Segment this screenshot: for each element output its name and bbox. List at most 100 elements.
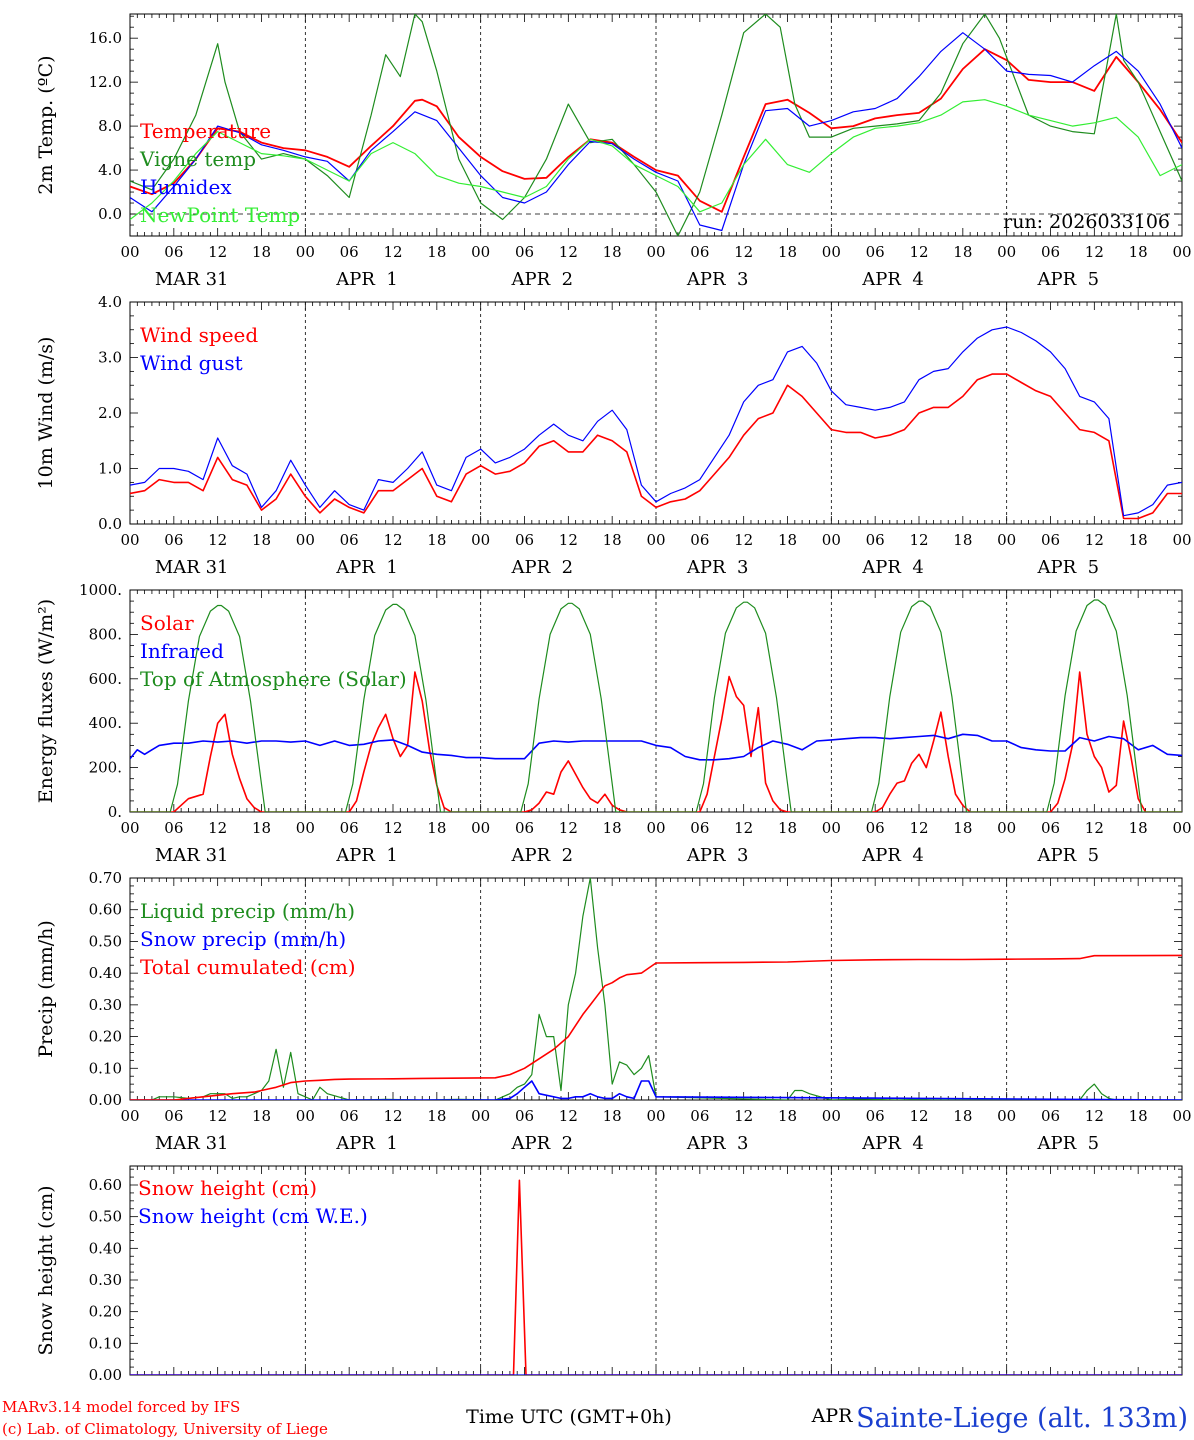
x-tick-label: 18 [252, 1107, 271, 1125]
x-tick-label: 12 [559, 1107, 578, 1125]
y-tick-label: 0.40 [89, 964, 122, 982]
y-tick-label: 0.10 [89, 1334, 122, 1352]
y-tick-label: 0.00 [89, 1366, 122, 1384]
day-label: APR 5 [1037, 845, 1100, 866]
x-tick-label: 12 [208, 243, 227, 261]
y-tick-label: 0.0 [98, 515, 122, 533]
y-tick-label: 0.30 [89, 1271, 122, 1289]
series-line-total-cumulated-cm [130, 954, 1182, 1100]
y-tick-label: 0.00 [89, 1091, 122, 1109]
x-tick-label: 06 [164, 1107, 183, 1125]
series-line-wind-gust [130, 326, 1182, 517]
y-axis-label: 2m Temp. (ºC) [35, 55, 57, 194]
series-line-liquid-precip-mm-h [130, 878, 1182, 1100]
day-label: APR 5 [1037, 557, 1100, 578]
legend-entry: Top of Atmosphere (Solar) [140, 667, 407, 691]
x-tick-label: 18 [778, 1107, 797, 1125]
x-tick-label: 06 [164, 531, 183, 549]
x-tick-label: 18 [427, 531, 446, 549]
x-tick-label: 18 [778, 243, 797, 261]
legend-entry: Wind speed [140, 323, 258, 347]
y-tick-label: 0.20 [89, 1303, 122, 1321]
x-tick-label: 18 [953, 243, 972, 261]
panel-snow: 0.60 0.50 0.40 0.30 0.20 0.10 0.00 Snow height … [35, 1165, 1183, 1384]
x-tick-label: 06 [1041, 819, 1060, 837]
y-axis-label: 10m Wind (m/s) [35, 337, 57, 490]
x-tick-label: 12 [559, 243, 578, 261]
series-line-solar [130, 671, 1182, 812]
x-tick-label: 12 [734, 243, 753, 261]
y-tick-label: 4.0 [98, 161, 122, 179]
day-label: APR 1 [335, 1133, 398, 1154]
y-tick-label: 3.0 [98, 349, 122, 367]
day-label: APR 2 [511, 269, 574, 290]
x-tick-label: 06 [515, 531, 534, 549]
panel-wind: 4.0 3.0 2.0 1.0 0.0 10m Wind (m/s) 00 06 12 18 00 0… [35, 293, 1192, 578]
y-tick-label: 1.0 [98, 460, 122, 478]
series-line-temperature [130, 48, 1182, 213]
panel-energy: 1000. 800. 600. 400. 200. 0. Energy fluxes (W/… [35, 581, 1192, 866]
x-tick-label: 00 [997, 531, 1016, 549]
x-tick-label: 18 [603, 531, 622, 549]
series-line-snow-precip-mm-h [130, 1080, 1182, 1100]
x-tick-label: 06 [164, 819, 183, 837]
x-tick-label: 12 [1085, 819, 1104, 837]
x-tick-label: 06 [515, 1107, 534, 1125]
day-label: APR 1 [335, 845, 398, 866]
x-tick-label: 12 [1085, 1107, 1104, 1125]
legend-entry: Snow height (cm) [138, 1176, 317, 1200]
footer-copyright-text: (c) Lab. of Climatology, University of L… [2, 1420, 328, 1438]
y-tick-label: 8.0 [98, 117, 122, 135]
y-tick-label: 0.50 [89, 932, 122, 950]
day-label: APR 4 [861, 1133, 924, 1154]
x-tick-label: 06 [866, 1107, 885, 1125]
x-tick-label: 18 [252, 531, 271, 549]
series-line-newpoint-temp [130, 99, 1182, 220]
y-tick-label: 0.60 [89, 1176, 122, 1194]
x-tick-label: 00 [822, 243, 841, 261]
x-tick-label: 00 [997, 819, 1016, 837]
x-tick-label: 12 [734, 819, 753, 837]
x-tick-label: 12 [383, 531, 402, 549]
panel-temperature: 16.0 12.0 8.0 4.0 0.0 2m Temp. (ºC) 00 06 12 18 00… [35, 13, 1192, 290]
x-tick-label: 06 [340, 243, 359, 261]
x-tick-label: 00 [1172, 243, 1191, 261]
y-tick-label: 200. [89, 759, 122, 777]
x-tick-label: 06 [340, 819, 359, 837]
y-tick-label: 0.10 [89, 1059, 122, 1077]
day-label: MAR 31 [155, 269, 229, 290]
day-label: APR 1 [335, 269, 398, 290]
x-tick-label: 18 [427, 819, 446, 837]
x-tick-label: 18 [252, 819, 271, 837]
y-tick-label: 0.0 [98, 205, 122, 223]
x-tick-label: 12 [734, 531, 753, 549]
legend-entry: Humidex [140, 175, 232, 199]
day-label: APR 2 [511, 1133, 574, 1154]
x-tick-label: 18 [1129, 819, 1148, 837]
y-tick-label: 12.0 [89, 73, 122, 91]
legend-entry: Wind gust [140, 351, 243, 375]
x-tick-label: 06 [340, 1107, 359, 1125]
x-tick-label: 18 [953, 531, 972, 549]
x-tick-label: 18 [252, 243, 271, 261]
x-tick-label: 18 [603, 243, 622, 261]
x-tick-label: 06 [515, 243, 534, 261]
run-annotation: run: 2026033106 [1003, 211, 1170, 233]
meteogram-panels: 16.0 12.0 8.0 4.0 0.0 2m Temp. (ºC) 00 06 12 18 00… [35, 13, 1192, 1384]
x-tick-label: 18 [427, 243, 446, 261]
x-tick-label: 06 [1041, 1107, 1060, 1125]
x-tick-label: 12 [909, 819, 928, 837]
legend-entry: Liquid precip (mm/h) [140, 899, 355, 923]
x-tick-label: 18 [778, 819, 797, 837]
x-tick-label: 12 [909, 531, 928, 549]
legend-entry: NewPoint Temp [140, 203, 300, 227]
y-tick-label: 0.70 [89, 869, 122, 887]
x-tick-label: 00 [120, 819, 139, 837]
x-tick-label: 00 [120, 1107, 139, 1125]
x-tick-label: 00 [120, 243, 139, 261]
x-tick-label: 12 [383, 1107, 402, 1125]
y-tick-label: 600. [89, 670, 122, 688]
x-tick-label: 00 [471, 531, 490, 549]
x-tick-label: 06 [1041, 243, 1060, 261]
